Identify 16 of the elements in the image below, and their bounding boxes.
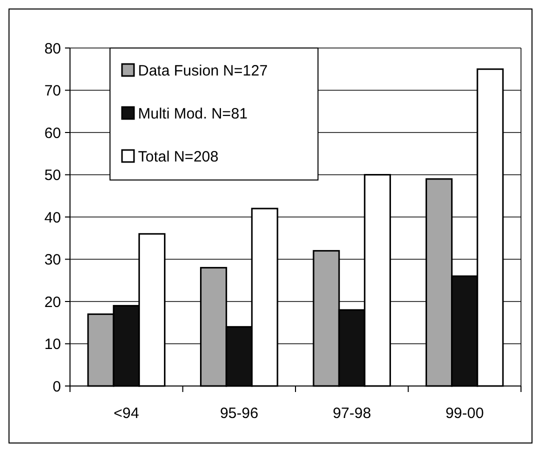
y-tick-label: 60	[44, 124, 61, 142]
y-tick-label: 40	[44, 209, 61, 226]
legend-label: Total N=208	[138, 148, 218, 166]
x-tick-label: 97-98	[332, 405, 372, 422]
y-tick-label: 80	[44, 40, 61, 58]
legend-label: Multi Mod. N=81	[138, 105, 248, 122]
y-tick-label: 50	[44, 167, 61, 184]
y-tick-label: 30	[44, 252, 61, 268]
y-tick-label: 0	[52, 378, 61, 396]
x-tick-label: 99-00	[445, 405, 484, 422]
x-tick-label: 95-96	[220, 405, 258, 422]
x-tick-label: <94	[114, 405, 140, 422]
y-tick-label: 20	[44, 294, 61, 311]
y-tick-label: 70	[44, 82, 61, 100]
legend-label: Data Fusion N=127	[138, 62, 268, 80]
y-tick-label: 10	[44, 336, 61, 353]
